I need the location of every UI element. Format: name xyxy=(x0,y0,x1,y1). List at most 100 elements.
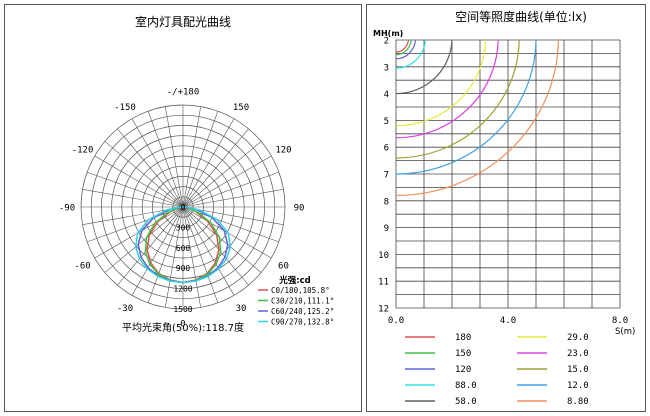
polar-legend-label: C90/270,132.8° xyxy=(271,318,334,327)
polar-grid-spoke xyxy=(182,155,272,208)
polar-radial-label: 300 xyxy=(176,223,191,232)
iso-legend-label: 12.0 xyxy=(567,381,589,391)
iso-ylabel: MH(m) xyxy=(373,29,403,38)
iso-curve xyxy=(396,40,499,139)
polar-grid-spoke xyxy=(182,111,219,208)
polar-angle-label: -90 xyxy=(59,204,75,214)
iso-curve xyxy=(396,40,426,69)
polar-grid-spoke xyxy=(104,141,184,208)
polar-radial-label: 0 xyxy=(181,203,186,212)
iso-legend-label: 150 xyxy=(455,349,471,359)
polar-grid-spoke xyxy=(182,106,202,208)
iso-curve xyxy=(396,40,453,95)
polar-legend-title: 光强:cd xyxy=(278,275,311,286)
polar-grid-spoke xyxy=(131,206,184,296)
polar-radial-label: 600 xyxy=(176,244,191,253)
polar-radial-labels: 0 300 600 900 1200 1500 xyxy=(173,203,192,314)
iso-xlabel: S(m) xyxy=(615,327,635,337)
polar-grid-spoke xyxy=(182,141,262,208)
iso-y-tick: 9 xyxy=(384,224,389,234)
iso-legend-label: 88.0 xyxy=(455,381,477,391)
iso-axis-labels: 2 3 4 5 6 7 8 9 10 11 120.0 4.0 8.0 xyxy=(378,37,628,327)
iso-x-tick: 4.0 xyxy=(500,316,516,326)
polar-legend-label: C0/180,105.8° xyxy=(271,286,330,295)
iso-y-tick: 7 xyxy=(384,171,389,181)
polar-radial-label: 1500 xyxy=(173,305,192,314)
iso-chart: 空间等照度曲线(单位:lx) MH(m) S(m) 2 3 4 5 6 7 8 9 10 11 12… xyxy=(373,9,635,407)
polar-grid-spoke xyxy=(82,188,184,208)
iso-curve xyxy=(396,40,487,127)
polar-angle-label: 30 xyxy=(236,304,247,314)
iso-y-tick: 6 xyxy=(384,144,389,154)
polar-angle-label: -/+180 xyxy=(167,88,200,98)
iso-y-tick: 2 xyxy=(384,37,389,47)
polar-footer: 平均光束角(50%):118.7度 xyxy=(122,321,244,334)
iso-legend: 180 150 120 88.0 58.0 29.0 23.0 15.0 12.0 8.80 xyxy=(405,333,589,407)
iso-legend-label: 180 xyxy=(455,333,471,343)
iso-legend-label: 15.0 xyxy=(567,365,589,375)
polar-angle-label: 150 xyxy=(233,103,249,113)
iso-x-tick: 8.0 xyxy=(612,316,628,326)
iso-y-tick: 10 xyxy=(378,251,389,261)
iso-legend-label: 23.0 xyxy=(567,349,589,359)
polar-grid-spoke xyxy=(117,206,184,286)
polar-angle-label: 120 xyxy=(275,146,291,156)
iso-x-tick: 0.0 xyxy=(388,316,404,326)
iso-y-tick: 3 xyxy=(384,63,389,73)
iso-y-tick: 8 xyxy=(384,197,389,207)
polar-grid-spoke xyxy=(164,106,184,208)
polar-grid-spoke xyxy=(94,155,184,208)
polar-angle-label: -60 xyxy=(74,262,90,272)
polar-grid-spoke xyxy=(117,128,184,208)
polar-grid-spoke xyxy=(104,206,184,273)
polar-grid-spoke xyxy=(131,118,184,208)
polar-angle-label: 60 xyxy=(278,262,289,272)
polar-grid-spoke xyxy=(182,171,279,208)
iso-y-tick: 5 xyxy=(384,117,389,127)
polar-chart: 室内灯具配光曲线 -/+180 -150 150 -120 120 -90 90 -60 60 -… xyxy=(59,14,334,334)
iso-legend-label: 29.0 xyxy=(567,333,589,343)
polar-chart-title: 室内灯具配光曲线 xyxy=(135,14,231,29)
polar-chart-panel: 室内灯具配光曲线 -/+180 -150 150 -120 120 -90 90 -60 60 -… xyxy=(4,4,362,412)
polar-legend-label: C30/210,111.1° xyxy=(271,297,334,306)
polar-legend: C0/180,105.8° C30/210,111.1°C60/240,125.2… xyxy=(258,286,334,327)
iso-chart-panel: 空间等照度曲线(单位:lx) MH(m) S(m) 2 3 4 5 6 7 8 9 10 11 12… xyxy=(366,4,646,412)
polar-grid-spoke xyxy=(182,206,262,273)
polar-grid-spoke xyxy=(182,188,284,208)
polar-grid-spoke xyxy=(182,118,235,208)
polar-angle-labels: -/+180-150 150-120 120-90 90-60 60-30 300 xyxy=(59,88,305,330)
iso-legend-label: 58.0 xyxy=(455,397,477,407)
polar-angle-label: -150 xyxy=(114,103,136,113)
iso-legend-label: 8.80 xyxy=(567,397,589,407)
iso-curve xyxy=(396,40,412,56)
polar-angle-label: -120 xyxy=(72,146,94,156)
iso-y-tick: 11 xyxy=(378,278,389,288)
iso-curve xyxy=(396,40,520,159)
iso-curve xyxy=(396,40,410,53)
polar-angle-label: 0 xyxy=(180,320,185,330)
polar-grid-spoke xyxy=(147,206,184,303)
iso-grid xyxy=(395,39,621,309)
iso-curve xyxy=(396,40,537,175)
polar-grid-spoke xyxy=(182,206,202,308)
polar-legend-label: C60/240,125.2° xyxy=(271,307,334,316)
iso-curve xyxy=(396,40,417,60)
iso-legend-label: 120 xyxy=(455,365,471,375)
polar-grid-spoke xyxy=(164,206,184,308)
iso-chart-title: 空间等照度曲线(单位:lx) xyxy=(455,9,587,24)
polar-series xyxy=(134,206,232,284)
polar-grid-spoke xyxy=(182,206,219,303)
polar-grid-spoke xyxy=(87,171,184,208)
polar-angle-label: 90 xyxy=(294,204,305,214)
polar-radial-label: 1200 xyxy=(173,285,192,294)
polar-grid-spoke xyxy=(182,206,249,286)
polar-series-line xyxy=(134,206,232,284)
polar-grid-spoke xyxy=(182,128,249,208)
polar-angle-label: -30 xyxy=(117,304,133,314)
polar-grid-spoke xyxy=(147,111,184,208)
polar-grid-spoke xyxy=(182,206,235,296)
iso-y-tick: 12 xyxy=(378,305,389,315)
iso-curve xyxy=(396,40,559,197)
iso-y-tick: 4 xyxy=(384,90,389,100)
polar-radial-label: 900 xyxy=(176,264,191,273)
